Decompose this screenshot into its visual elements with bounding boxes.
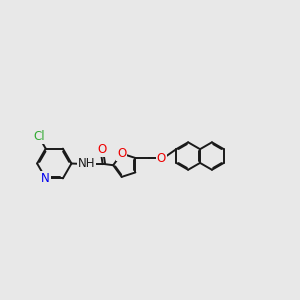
Text: O: O bbox=[97, 143, 106, 156]
Text: N: N bbox=[41, 172, 50, 185]
Text: O: O bbox=[117, 147, 126, 160]
Text: NH: NH bbox=[78, 158, 95, 170]
Text: O: O bbox=[157, 152, 166, 164]
Text: Cl: Cl bbox=[33, 130, 45, 143]
